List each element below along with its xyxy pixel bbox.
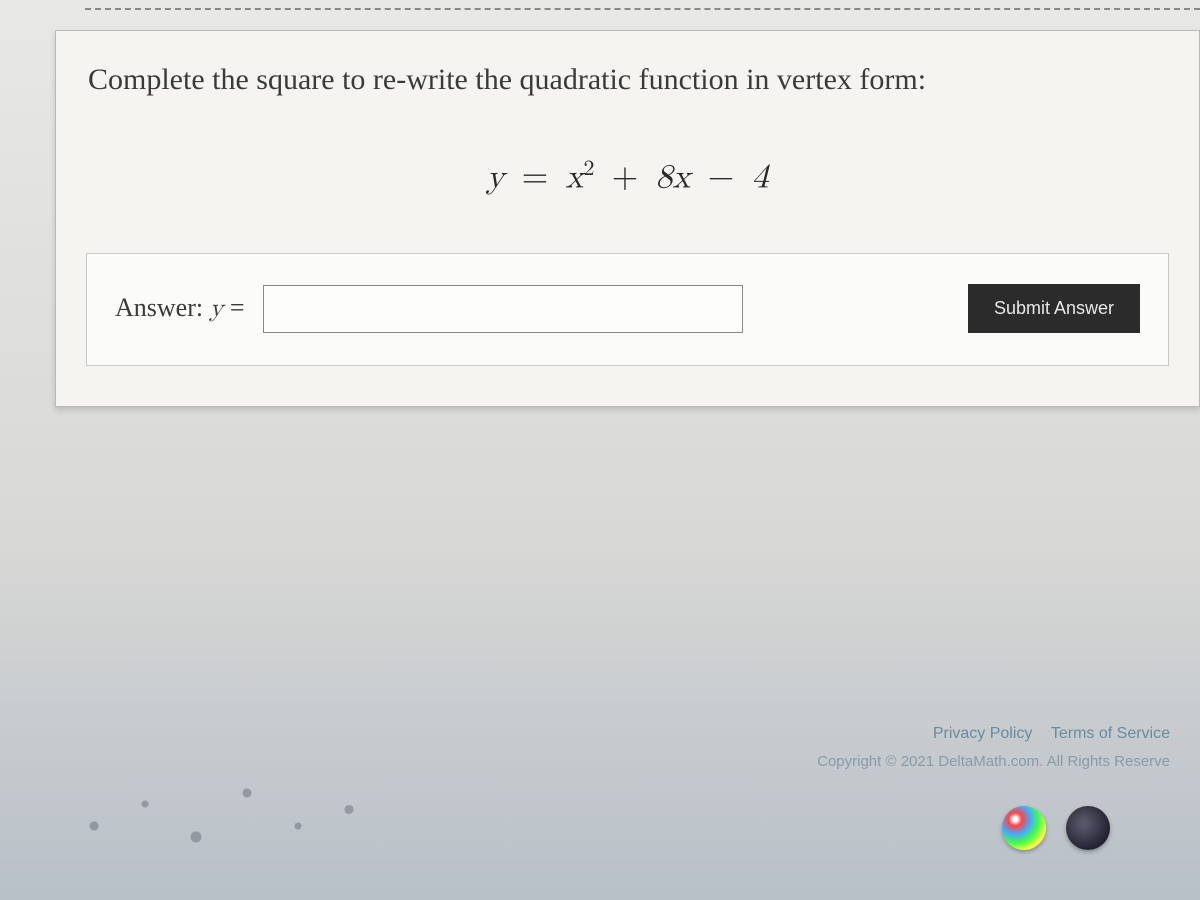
answer-label: Answer: y =: [115, 293, 245, 325]
equation-lhs: y: [486, 160, 504, 194]
desktop-background-decor: [60, 760, 400, 870]
submit-answer-button[interactable]: Submit Answer: [968, 284, 1140, 333]
taskbar-icon-app[interactable]: [1066, 806, 1110, 850]
equation-exponent: 2: [583, 158, 594, 180]
problem-panel: Complete the square to re-write the quad…: [55, 30, 1200, 407]
plus-sign: +: [606, 160, 656, 194]
privacy-link[interactable]: Privacy Policy: [933, 725, 1033, 742]
answer-label-prefix: Answer:: [115, 293, 210, 322]
copyright-text: Copyright © 2021 DeltaMath.com. All Righ…: [817, 753, 1170, 770]
answer-input[interactable]: [263, 285, 743, 333]
terms-link[interactable]: Terms of Service: [1051, 725, 1170, 742]
problem-prompt: Complete the square to re-write the quad…: [56, 31, 1199, 121]
taskbar-icons: [1002, 806, 1110, 850]
answer-label-eq: =: [223, 293, 244, 322]
constant-term: 4: [752, 160, 769, 194]
linear-coef: 8: [656, 160, 673, 194]
linear-var: x: [673, 160, 691, 194]
separator-line: [85, 8, 1200, 10]
equation-x: x: [565, 160, 583, 194]
footer: Privacy Policy Terms of Service Copyrigh…: [817, 725, 1170, 770]
footer-links: Privacy Policy Terms of Service: [817, 725, 1170, 743]
equation-display: y = x2 + 8x − 4: [56, 121, 1199, 253]
equals-sign: =: [516, 160, 566, 194]
minus-sign: −: [702, 160, 752, 194]
taskbar-icon-paint[interactable]: [1002, 806, 1046, 850]
answer-label-var: y: [210, 296, 224, 322]
answer-region: Answer: y = Submit Answer: [86, 253, 1169, 366]
